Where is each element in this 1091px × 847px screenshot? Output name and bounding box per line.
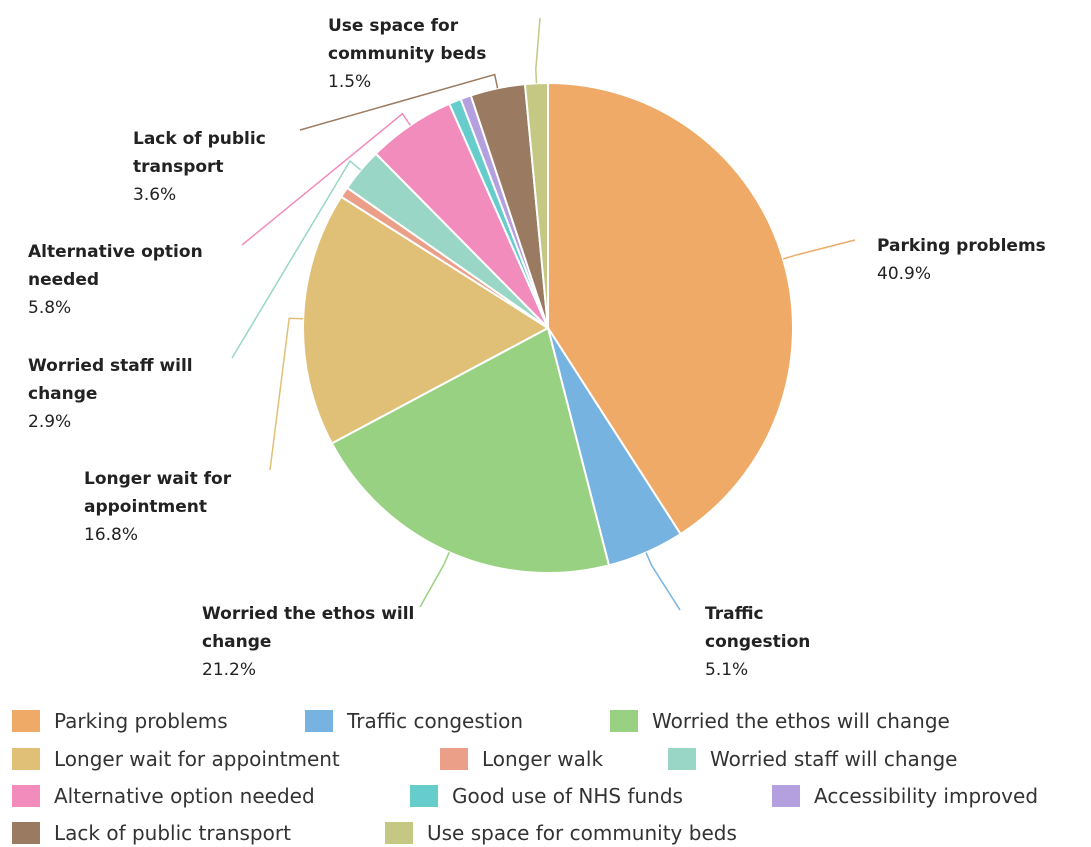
legend-item: Alternative option needed	[12, 784, 315, 808]
slice-label-name: Lack of public transport	[133, 129, 266, 177]
legend-label: Alternative option needed	[54, 784, 315, 808]
leader-line	[419, 551, 450, 608]
legend-item: Lack of public transport	[12, 821, 291, 845]
slice-label-value: 2.9%	[28, 412, 72, 432]
legend-swatch	[610, 710, 638, 732]
legend-label: Longer wait for appointment	[54, 747, 340, 771]
slice-label-name: Traffic congestion	[705, 604, 811, 652]
slice-label-name: Parking problems	[877, 236, 1046, 256]
pie-slice	[547, 81, 794, 536]
legend-swatch	[12, 748, 40, 770]
legend-item: Worried staff will change	[668, 747, 958, 771]
legend-item: Worried the ethos will change	[610, 709, 950, 733]
slice-label-name: Longer wait for appointment	[84, 469, 232, 517]
legend-swatch	[12, 822, 40, 844]
slice-label-value: 5.8%	[28, 298, 72, 318]
slice-label-value: 16.8%	[84, 525, 139, 545]
slice-label-name: Use space for community beds	[328, 16, 487, 64]
legend-item: Traffic congestion	[305, 709, 523, 733]
slice-label-value: 21.2%	[202, 660, 257, 680]
leader-line	[782, 239, 856, 260]
slice-label-name: Alternative option needed	[28, 242, 203, 290]
slice-label-value: 5.1%	[705, 660, 749, 680]
slice-label-name: Worried the ethos will change	[202, 604, 415, 652]
slice-label: Worried the ethos will change 21.2%	[202, 600, 417, 684]
leader-line	[299, 73, 499, 131]
legend-label: Worried staff will change	[710, 747, 958, 771]
legend-label: Traffic congestion	[347, 709, 524, 733]
legend-item: Good use of NHS funds	[410, 784, 683, 808]
leader-line	[231, 159, 362, 359]
slice-label: Alternative option needed 5.8%	[28, 238, 240, 322]
pie-slice	[330, 326, 611, 574]
legend-swatch	[410, 785, 438, 807]
slice-label-value: 3.6%	[133, 185, 177, 205]
legend-label: Use space for community beds	[427, 821, 737, 845]
legend-label: Lack of public transport	[54, 821, 291, 845]
pie-slice	[302, 195, 550, 445]
slice-label-name: Worried staff will change	[28, 356, 193, 404]
slice-label-value: 40.9%	[877, 264, 932, 284]
leader-line	[241, 112, 411, 246]
leader-line	[645, 552, 681, 611]
legend-swatch	[668, 748, 696, 770]
legend-swatch	[385, 822, 413, 844]
legend-label: Good use of NHS funds	[452, 784, 683, 808]
legend-swatch	[440, 748, 468, 770]
legend-swatch	[772, 785, 800, 807]
slice-label: Longer wait for appointment 16.8%	[84, 465, 269, 549]
slice-label: Use space for community beds 1.5%	[328, 12, 528, 96]
legend-item: Longer walk	[440, 747, 603, 771]
slice-label-value: 1.5%	[328, 72, 372, 92]
slice-label: Lack of public transport 3.6%	[133, 125, 303, 209]
slice-label: Worried staff will change 2.9%	[28, 352, 233, 436]
legend-label: Parking problems	[54, 709, 228, 733]
legend-label: Longer walk	[482, 747, 604, 771]
slice-label: Parking problems 40.9%	[877, 232, 1091, 288]
legend-label: Accessibility improved	[814, 784, 1039, 808]
legend-item: Longer wait for appointment	[12, 747, 340, 771]
legend-swatch	[12, 710, 40, 732]
slice-label: Traffic congestion 5.1%	[705, 600, 845, 684]
legend-swatch	[305, 710, 333, 732]
legend-item: Parking problems	[12, 709, 228, 733]
legend-swatch	[12, 785, 40, 807]
leader-line	[535, 17, 541, 84]
legend-item: Use space for community beds	[385, 821, 737, 845]
legend-label: Worried the ethos will change	[652, 709, 950, 733]
legend-item: Accessibility improved	[772, 784, 1038, 808]
leader-line	[269, 317, 304, 471]
